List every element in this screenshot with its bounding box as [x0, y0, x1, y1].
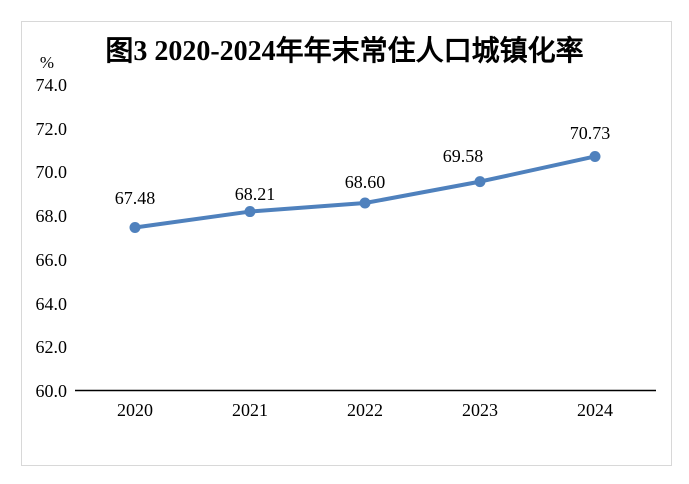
- data-label: 67.48: [114, 187, 156, 208]
- data-point-marker: [129, 222, 141, 234]
- x-tick-label: 2020: [117, 400, 153, 420]
- data-point-marker: [474, 176, 486, 188]
- y-tick-label: 68.0: [35, 206, 68, 227]
- data-label: 70.73: [569, 123, 611, 144]
- chart-frame: [21, 21, 672, 466]
- x-tick-label: 2022: [347, 400, 383, 420]
- data-point-marker: [244, 206, 256, 218]
- y-tick-label: 72.0: [35, 118, 68, 139]
- data-point-marker: [589, 150, 601, 162]
- data-label: 68.21: [234, 183, 276, 204]
- x-tick-label: 2023: [462, 400, 498, 420]
- x-tick-label: 2024: [577, 400, 613, 420]
- y-tick-label: 74.0: [35, 75, 68, 95]
- chart-title: 图3 2020-2024年年末常住人口城镇化率: [105, 36, 584, 67]
- y-tick-label: 70.0: [35, 162, 68, 183]
- x-tick-label: 2021: [232, 400, 268, 420]
- y-tick-label: 60.0: [35, 381, 68, 401]
- y-axis-unit-label: %: [39, 53, 55, 72]
- data-point-marker: [359, 197, 371, 209]
- data-label: 68.60: [344, 172, 386, 193]
- y-tick-label: 66.0: [35, 249, 68, 270]
- y-tick-label: 64.0: [35, 293, 68, 314]
- data-label: 69.58: [442, 145, 484, 166]
- y-tick-label: 62.0: [35, 337, 68, 358]
